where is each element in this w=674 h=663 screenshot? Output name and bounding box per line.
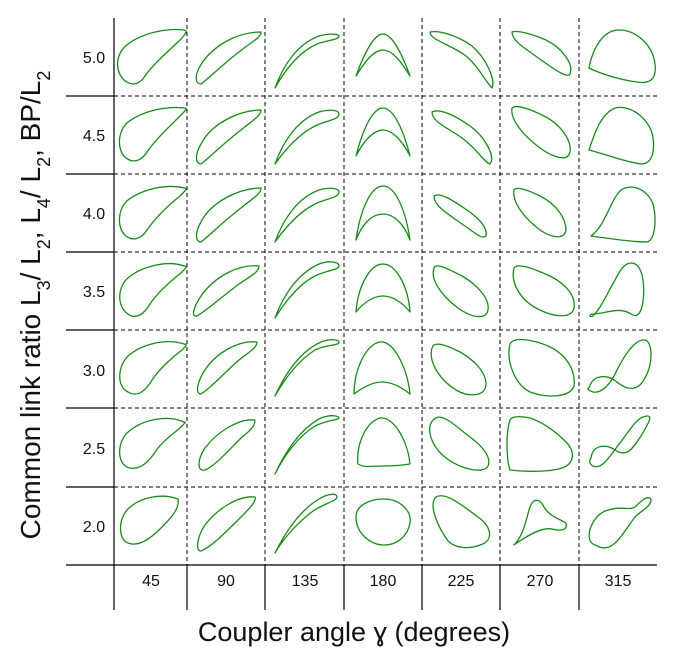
- row-label: 4.5: [83, 128, 105, 145]
- curve-r4.0-c315: [590, 186, 656, 243]
- curve-r5.0-c180: [355, 33, 411, 77]
- row-labels: 5.0 4.5 4.0 3.5 3.0 2.5 2.0: [83, 50, 105, 536]
- column-label: 315: [605, 573, 632, 590]
- curve-r3.5-c90: [192, 265, 260, 317]
- y-axis-title: Common link ratio L3/ L2, L4/ L2, BP/L2: [15, 71, 54, 540]
- curve-r2.0-c180: [355, 498, 411, 546]
- curve-r4.5-c225: [431, 110, 493, 165]
- curve-r5.0-c315: [588, 29, 656, 84]
- curve-r5.0-c45: [117, 28, 187, 85]
- curve-r3.5-c180: [355, 263, 411, 313]
- curve-r2.0-c225: [432, 495, 491, 549]
- curve-r2.5-c135: [274, 415, 340, 475]
- curve-r2.5-c90: [198, 419, 256, 471]
- coupler-curves: [117, 28, 656, 554]
- curve-r2.0-c270: [513, 499, 567, 546]
- row-label: 3.0: [83, 363, 105, 380]
- column-label: 225: [448, 573, 475, 590]
- curve-r2.0-c315: [588, 497, 652, 549]
- curve-r4.5-c90: [195, 109, 262, 165]
- curve-r2.0-c90: [196, 496, 256, 552]
- column-label: 90: [217, 573, 235, 590]
- curve-r3.5-c45: [119, 263, 187, 318]
- curve-r2.5-c270: [506, 416, 573, 472]
- curve-r4.0-c225: [433, 194, 487, 238]
- curve-r4.0-c270: [513, 187, 567, 238]
- curve-r4.5-c315: [588, 106, 655, 165]
- curve-r4.0-c45: [118, 185, 187, 240]
- curve-r3.5-c225: [432, 265, 489, 318]
- curve-r3.0-c270: [508, 338, 575, 397]
- curve-r3.0-c315: [587, 339, 652, 393]
- row-label: 5.0: [83, 50, 105, 67]
- curve-r4.5-c270: [511, 105, 571, 159]
- curve-r5.0-c225: [429, 30, 494, 89]
- curve-r2.0-c45: [119, 495, 179, 545]
- curve-r4.0-c180: [355, 185, 411, 241]
- curve-r3.5-c315: [589, 262, 645, 318]
- curve-r4.5-c135: [274, 109, 340, 165]
- grid-lines: [66, 18, 657, 610]
- row-label: 2.0: [83, 519, 105, 536]
- column-labels: 45 90 135 180 225 270 315: [142, 573, 631, 590]
- curve-r4.5-c180: [355, 107, 411, 157]
- curve-r3.0-c180: [353, 341, 411, 395]
- curve-r2.5-c180: [357, 417, 411, 468]
- row-label: 2.5: [83, 441, 105, 458]
- curve-r2.5-c45: [119, 417, 186, 469]
- x-axis-title: Coupler angle ɣ (degrees): [198, 617, 510, 647]
- row-label: 4.0: [83, 206, 105, 223]
- curve-r4.0-c135: [274, 187, 340, 243]
- curve-r3.5-c135: [274, 261, 340, 319]
- curve-r3.0-c225: [430, 343, 487, 396]
- curve-r2.5-c315: [589, 415, 651, 468]
- curve-r5.0-c135: [274, 33, 340, 89]
- curve-r4.0-c90: [195, 187, 262, 243]
- column-label: 45: [142, 573, 160, 590]
- column-label: 135: [292, 573, 319, 590]
- curve-r3.0-c90: [196, 341, 258, 395]
- curve-r4.5-c45: [118, 106, 187, 162]
- curve-r3.0-c45: [119, 341, 187, 395]
- curve-r2.5-c225: [429, 416, 490, 471]
- curve-r5.0-c270: [511, 30, 572, 76]
- row-label: 3.5: [83, 284, 105, 301]
- curve-r2.0-c135: [274, 493, 338, 554]
- curve-r3.0-c135: [274, 339, 340, 397]
- curve-r3.5-c270: [512, 265, 575, 317]
- column-label: 270: [527, 573, 554, 590]
- curve-r5.0-c90: [195, 31, 262, 85]
- column-label: 180: [370, 573, 397, 590]
